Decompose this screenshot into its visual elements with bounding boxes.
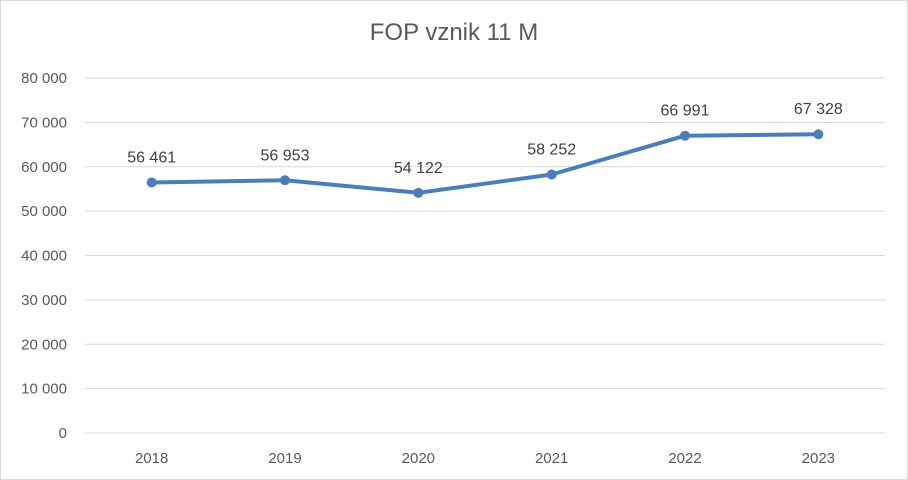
data-point: [413, 187, 424, 198]
data-point: [546, 169, 557, 180]
x-tick-label: 2022: [668, 450, 701, 467]
data-label: 67 328: [794, 101, 843, 118]
y-tick-label: 10 000: [21, 381, 67, 398]
data-label: 54 122: [394, 160, 443, 177]
x-axis-ticks: 2018 2019 2020 2021 2022 2023: [135, 450, 835, 467]
data-points: [146, 129, 824, 198]
data-point: [680, 130, 690, 141]
data-point: [280, 175, 290, 186]
y-tick-label: 50 000: [21, 203, 67, 220]
gridlines: [85, 77, 885, 434]
y-tick-label: 40 000: [21, 248, 67, 265]
data-label: 58 252: [527, 142, 576, 159]
chart-title: FOP vznik 11 M: [369, 19, 539, 46]
y-tick-label: 20 000: [21, 336, 67, 353]
x-tick-label: 2018: [135, 450, 168, 467]
data-label: 56 461: [127, 149, 176, 166]
y-tick-label: 60 000: [21, 159, 67, 176]
x-tick-label: 2021: [535, 450, 568, 467]
data-label: 56 953: [261, 147, 310, 164]
y-axis-ticks: 0 10 000 20 000 30 000 40 000 50 000 60 000 70 …: [21, 70, 67, 442]
x-tick-label: 2020: [402, 450, 435, 467]
x-tick-label: 2023: [802, 450, 835, 467]
data-labels: 56 461 56 953 54 122 58 252 66 991 67 328: [127, 101, 843, 177]
y-tick-label: 30 000: [21, 292, 67, 309]
data-point: [146, 177, 157, 188]
data-label: 66 991: [661, 103, 710, 120]
data-point: [813, 129, 824, 140]
y-tick-label: 70 000: [21, 114, 67, 131]
x-tick-label: 2019: [268, 450, 301, 467]
y-tick-label: 0: [59, 425, 67, 442]
y-tick-label: 80 000: [21, 70, 67, 87]
series-line: [149, 132, 821, 195]
series-line-layer: [149, 132, 821, 195]
